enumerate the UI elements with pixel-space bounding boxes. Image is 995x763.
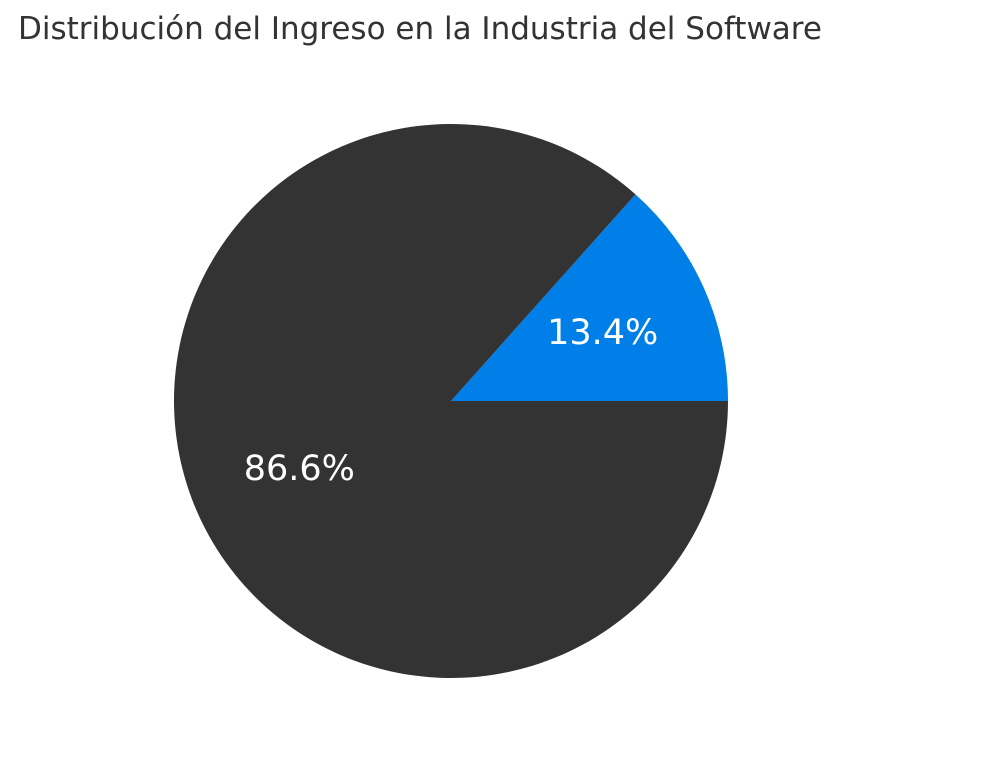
pie-slice-label-0: 13.4% (547, 313, 658, 353)
pie-slice-1 (173, 124, 728, 679)
pie-slice-label-1: 86.6% (244, 449, 355, 489)
pie-slices (173, 124, 728, 679)
pie-labels: 13.4% 86.6% (244, 313, 659, 489)
chart-title: Distribución del Ingreso en la Industria… (18, 11, 822, 47)
pie-slice-0 (451, 194, 728, 401)
